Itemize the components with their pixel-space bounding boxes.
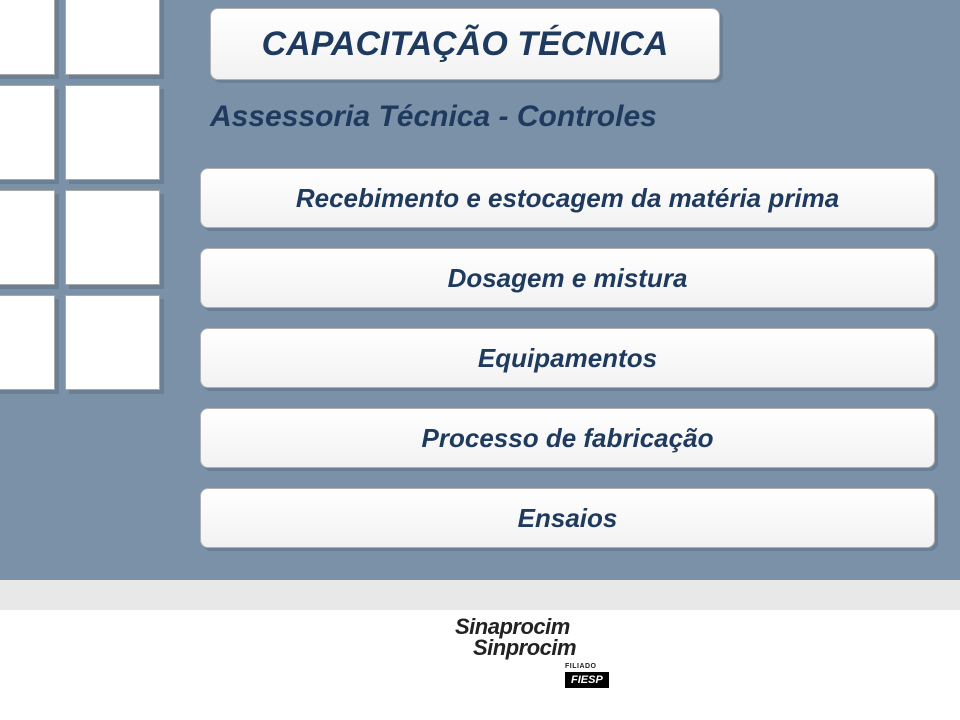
topic-label: Dosagem e mistura: [448, 263, 688, 294]
title-box: CAPACITAÇÃO TÉCNICA: [210, 8, 720, 80]
topic-label: Processo de fabricação: [422, 423, 714, 454]
topic-bar: Dosagem e mistura: [200, 248, 935, 308]
topic-bar: Processo de fabricação: [200, 408, 935, 468]
topic-label: Ensaios: [518, 503, 618, 534]
decor-square: [65, 295, 160, 390]
decor-square: [0, 190, 55, 285]
filiado-block: FILIADO FIESP: [565, 663, 655, 688]
decor-square: [65, 0, 160, 75]
topic-bar: Equipamentos: [200, 328, 935, 388]
subtitle: Assessoria Técnica - Controles: [210, 100, 930, 134]
decor-square: [0, 295, 55, 390]
topic-label: Recebimento e estocagem da matéria prima: [296, 183, 839, 214]
page-title: CAPACITAÇÃO TÉCNICA: [262, 25, 669, 64]
footer-logos: Sinaprocim Sinprocim FILIADO FIESP: [455, 615, 655, 688]
logo-sinprocim: Sinprocim: [473, 636, 655, 659]
topic-label: Equipamentos: [478, 343, 657, 374]
background-stripe: [0, 580, 960, 610]
decor-square: [0, 0, 55, 75]
decor-square: [65, 190, 160, 285]
decor-square: [65, 85, 160, 180]
filiado-label: FILIADO: [565, 663, 655, 670]
topic-bar: Recebimento e estocagem da matéria prima: [200, 168, 935, 228]
fiesp-logo: FIESP: [565, 672, 609, 688]
decor-square: [0, 85, 55, 180]
topic-bar: Ensaios: [200, 488, 935, 548]
